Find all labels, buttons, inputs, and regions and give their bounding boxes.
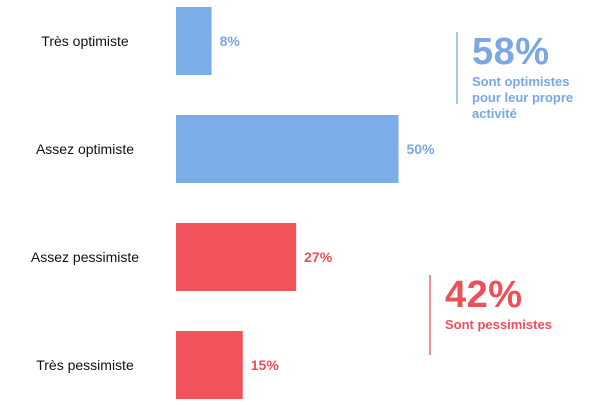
pessimistic-summary: 42% Sont pessimistes	[429, 274, 570, 355]
pessimistic-description: Sont pessimistes	[445, 317, 552, 332]
category-label: Assez optimiste	[36, 141, 134, 157]
optimistic-summary: 58% Sont optimistes pour leur propre act…	[456, 31, 597, 122]
bar	[176, 331, 243, 399]
value-label: 50%	[407, 141, 436, 157]
bar	[176, 7, 212, 75]
pessimistic-divider	[429, 275, 431, 355]
pessimistic-percent: 42%	[445, 274, 523, 316]
bar	[176, 223, 297, 291]
optimistic-percent: 58%	[472, 31, 550, 73]
category-label: Très pessimiste	[36, 357, 134, 373]
category-label: Très optimiste	[41, 33, 129, 49]
value-label: 8%	[220, 33, 241, 49]
bar	[176, 115, 399, 183]
optimistic-divider	[456, 32, 458, 104]
category-label: Assez pessimiste	[31, 249, 139, 265]
value-label: 15%	[251, 357, 280, 373]
optimistic-description: Sont optimistes pour leur propre activit…	[472, 74, 574, 121]
value-label: 27%	[304, 249, 333, 265]
